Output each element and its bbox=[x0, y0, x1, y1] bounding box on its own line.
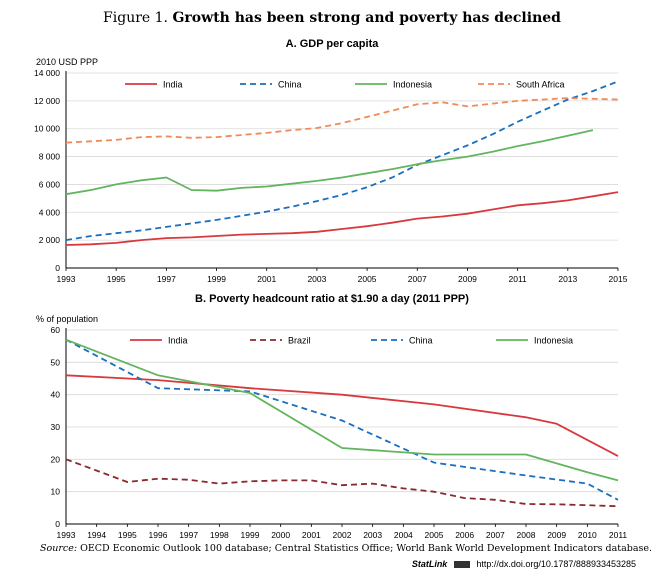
x-tick-label: 1993 bbox=[57, 274, 76, 284]
y-tick-label: 8 000 bbox=[39, 152, 61, 162]
legend-label-indonesia: Indonesia bbox=[393, 80, 432, 90]
y-tick-label: 14 000 bbox=[34, 68, 60, 78]
x-tick-label: 1997 bbox=[179, 530, 198, 540]
x-tick-label: 2009 bbox=[458, 274, 477, 284]
statlink-label: StatLink bbox=[411, 559, 448, 569]
y-axis-label: 2010 USD PPP bbox=[36, 57, 98, 67]
x-tick-label: 2005 bbox=[425, 530, 444, 540]
x-tick-label: 1999 bbox=[207, 274, 226, 284]
y-tick-label: 12 000 bbox=[34, 96, 60, 106]
y-tick-label: 50 bbox=[51, 357, 61, 367]
legend-label-south-africa: South Africa bbox=[516, 80, 565, 90]
series-line-china bbox=[65, 80, 619, 241]
y-axis-label: % of population bbox=[36, 314, 98, 324]
x-tick-label: 2006 bbox=[455, 530, 474, 540]
y-tick-label: 30 bbox=[51, 422, 61, 432]
x-tick-label: 2015 bbox=[609, 274, 628, 284]
x-tick-label: 1998 bbox=[210, 530, 229, 540]
y-tick-label: 10 bbox=[51, 487, 61, 497]
x-tick-label: 1995 bbox=[107, 274, 126, 284]
series-line-india bbox=[65, 374, 619, 457]
x-tick-label: 2007 bbox=[486, 530, 505, 540]
x-tick-label: 2007 bbox=[408, 274, 427, 284]
x-tick-label: 2005 bbox=[358, 274, 377, 284]
x-tick-label: 1994 bbox=[87, 530, 106, 540]
legend-label-india: India bbox=[163, 80, 183, 90]
y-tick-label: 40 bbox=[51, 390, 61, 400]
y-tick-label: 60 bbox=[51, 325, 61, 335]
chart-panel-a: 2010 USD PPP 0 2 000 4 000 6 000 8 000 10 000 1… bbox=[34, 57, 628, 284]
x-tick-label: 2001 bbox=[257, 274, 276, 284]
source-label: Source: bbox=[40, 543, 78, 554]
figure-title: Figure 1. Growth has been strong and pov… bbox=[0, 10, 664, 26]
legend-label-india: India bbox=[168, 336, 188, 346]
x-tick-label: 2013 bbox=[558, 274, 577, 284]
x-tick-label: 2000 bbox=[271, 530, 290, 540]
series-line-brazil bbox=[65, 458, 619, 508]
statlink-url[interactable]: http://dx.doi.org/10.1787/888933453285 bbox=[476, 559, 636, 569]
series-line-indonesia bbox=[65, 338, 619, 482]
figure-label: Figure 1. bbox=[103, 10, 169, 26]
x-tick-label: 2009 bbox=[547, 530, 566, 540]
x-tick-label: 2008 bbox=[517, 530, 536, 540]
source-text: OECD Economic Outlook 100 database; Cent… bbox=[80, 543, 653, 554]
legend-label-china: China bbox=[278, 80, 302, 90]
series-line-south-africa bbox=[65, 97, 619, 144]
statlink-logo-icon bbox=[453, 561, 470, 569]
x-tick-label: 2001 bbox=[302, 530, 321, 540]
panel-b-title: B. Poverty headcount ratio at $1.90 a da… bbox=[195, 293, 469, 305]
y-tick-label: 10 000 bbox=[34, 124, 60, 134]
y-tick-label: 4 000 bbox=[39, 207, 61, 217]
x-tick-label: 2002 bbox=[333, 530, 352, 540]
y-tick-label: 20 bbox=[51, 454, 61, 464]
x-tick-label: 1997 bbox=[157, 274, 176, 284]
x-tick-label: 1999 bbox=[241, 530, 260, 540]
x-tick-label: 1996 bbox=[149, 530, 168, 540]
x-tick-label: 2003 bbox=[363, 530, 382, 540]
legend-label-brazil: Brazil bbox=[288, 336, 311, 346]
x-tick-label: 2011 bbox=[609, 530, 628, 540]
source-note: Source: OECD Economic Outlook 100 databa… bbox=[40, 543, 652, 554]
y-tick-label: 6 000 bbox=[39, 179, 61, 189]
chart-panel-b: % of population 0 10 20 30 40 50 60 1993 1994 1995… bbox=[36, 314, 627, 540]
x-tick-label: 2004 bbox=[394, 530, 413, 540]
series-line-indonesia bbox=[65, 129, 594, 196]
legend-label-china: China bbox=[409, 336, 433, 346]
y-tick-label: 0 bbox=[55, 263, 60, 273]
x-tick-label: 2010 bbox=[578, 530, 597, 540]
legend-label-indonesia: Indonesia bbox=[534, 336, 573, 346]
panel-a-title: A. GDP per capita bbox=[285, 38, 379, 50]
x-tick-label: 1993 bbox=[57, 530, 76, 540]
statlink: StatLink http://dx.doi.org/10.1787/88893… bbox=[412, 559, 636, 569]
x-tick-label: 1995 bbox=[118, 530, 137, 540]
x-tick-label: 2011 bbox=[508, 274, 527, 284]
x-tick-label: 2003 bbox=[307, 274, 326, 284]
figure-title-text: Growth has been strong and poverty has d… bbox=[172, 10, 561, 26]
series-line-china bbox=[65, 338, 619, 501]
y-tick-label: 0 bbox=[55, 519, 60, 529]
series-line-india bbox=[65, 191, 619, 246]
y-tick-label: 2 000 bbox=[39, 235, 61, 245]
